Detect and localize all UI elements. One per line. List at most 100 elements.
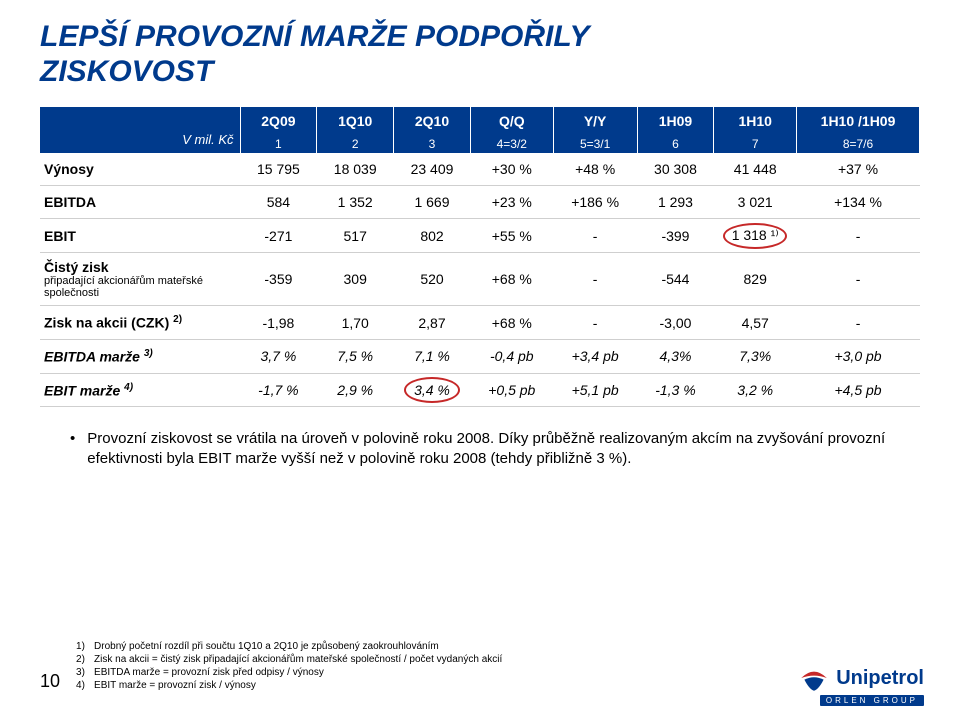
logo-text: Unipetrol <box>836 667 924 690</box>
col-num: 4=3/2 <box>470 135 553 153</box>
cell: 1 293 <box>637 186 714 219</box>
col-num: 8=7/6 <box>797 135 920 153</box>
bullet-dot-icon: • <box>70 429 75 470</box>
cell: 3 021 <box>714 186 797 219</box>
col-num: 6 <box>637 135 714 153</box>
logo: Unipetrol <box>798 662 924 694</box>
cell: -0,4 pb <box>470 339 553 373</box>
bullet-text: Provozní ziskovost se vrátila na úroveň … <box>87 429 890 470</box>
footnote: 2)Zisk na akcii = čistý zisk připadající… <box>76 653 502 666</box>
col-num: 3 <box>394 135 471 153</box>
cell: -1,98 <box>240 306 317 340</box>
table-row: EBITDA 584 1 352 1 669 +23 % +186 % 1 29… <box>40 186 920 219</box>
cell: +68 % <box>470 306 553 340</box>
cell: 7,1 % <box>394 339 471 373</box>
table-row: Výnosy 15 795 18 039 23 409 +30 % +48 % … <box>40 153 920 186</box>
footnote-num: 3) <box>76 666 94 679</box>
cell: 1,70 <box>317 306 394 340</box>
cell: +186 % <box>553 186 637 219</box>
cell: 517 <box>317 219 394 253</box>
col-num: 7 <box>714 135 797 153</box>
col-num: 1 <box>240 135 317 153</box>
cell: - <box>553 219 637 253</box>
col-header-text: 1H10 /1H09 <box>821 113 896 129</box>
col-num: 5=3/1 <box>553 135 637 153</box>
col-header: 2Q09 <box>240 107 317 135</box>
footnote-text: EBITDA marže = provozní zisk před odpisy… <box>94 667 324 678</box>
row-label: EBITDA marže 3) <box>40 339 240 373</box>
bullet-block: • Provozní ziskovost se vrátila na úrove… <box>70 429 890 470</box>
cell: +3,4 pb <box>553 339 637 373</box>
table-row: EBITDA marže 3) 3,7 % 7,5 % 7,1 % -0,4 p… <box>40 339 920 373</box>
row-label: EBIT <box>40 219 240 253</box>
title-line-1: LEPŠÍ PROVOZNÍ MARŽE PODPOŘILY <box>40 20 590 53</box>
cell: -399 <box>637 219 714 253</box>
col-header: 2Q10 <box>394 107 471 135</box>
cell: -359 <box>240 253 317 306</box>
row-label: Čistý zisk připadající akcionářům mateřs… <box>40 253 240 306</box>
cell: +4,5 pb <box>797 373 920 407</box>
cell: -1,7 % <box>240 373 317 407</box>
cell: 18 039 <box>317 153 394 186</box>
cell: 3,2 % <box>714 373 797 407</box>
row-label-main: Zisk na akcii (CZK) <box>44 315 169 331</box>
table-header-row: V mil. Kč 2Q09 1Q10 2Q10 Q/Q Y/Y 1H09 1H… <box>40 107 920 135</box>
cell: +0,5 pb <box>470 373 553 407</box>
cell: 520 <box>394 253 471 306</box>
row-label: Zisk na akcii (CZK) 2) <box>40 306 240 340</box>
cell: +134 % <box>797 186 920 219</box>
cell: 30 308 <box>637 153 714 186</box>
cell: +37 % <box>797 153 920 186</box>
footnote: 1)Drobný početní rozdíl při součtu 1Q10 … <box>76 640 502 653</box>
cell: 4,3% <box>637 339 714 373</box>
footnote: 3)EBITDA marže = provozní zisk před odpi… <box>76 666 502 679</box>
cell: +55 % <box>470 219 553 253</box>
cell: +23 % <box>470 186 553 219</box>
cell-highlighted: 1 318 ¹⁾ <box>714 219 797 253</box>
cell: +3,0 pb <box>797 339 920 373</box>
cell: -544 <box>637 253 714 306</box>
row-label-main: Čistý zisk <box>44 259 109 275</box>
cell: 802 <box>394 219 471 253</box>
cell: +48 % <box>553 153 637 186</box>
logo-eagle-icon <box>798 662 830 694</box>
cell-value: 3,4 % <box>414 382 450 398</box>
corner-cell: V mil. Kč <box>40 107 240 153</box>
footnote: 4)EBIT marže = provozní zisk / výnosy <box>76 679 502 692</box>
cell: 4,57 <box>714 306 797 340</box>
cell: 15 795 <box>240 153 317 186</box>
logo-subtext: ORLEN GROUP <box>820 695 924 706</box>
col-header: 1Q10 <box>317 107 394 135</box>
title-line-2: ZISKOVOST <box>40 55 213 88</box>
cell: 2,87 <box>394 306 471 340</box>
cell: - <box>553 253 637 306</box>
table-row: Čistý zisk připadající akcionářům mateřs… <box>40 253 920 306</box>
cell: 1 669 <box>394 186 471 219</box>
bullet-item: • Provozní ziskovost se vrátila na úrove… <box>70 429 890 470</box>
table-row: EBIT -271 517 802 +55 % - -399 1 318 ¹⁾ … <box>40 219 920 253</box>
row-label-sup: 3) <box>144 348 153 359</box>
col-header: 1H09 <box>637 107 714 135</box>
cell: - <box>797 306 920 340</box>
cell: 309 <box>317 253 394 306</box>
footnotes: 1)Drobný početní rozdíl při součtu 1Q10 … <box>76 640 502 692</box>
cell: -3,00 <box>637 306 714 340</box>
corner-label: V mil. Kč <box>182 132 233 147</box>
cell: - <box>797 219 920 253</box>
slide-title: LEPŠÍ PROVOZNÍ MARŽE PODPOŘILY ZISKOVOST <box>40 20 920 89</box>
cell: 1 352 <box>317 186 394 219</box>
footnote-num: 4) <box>76 679 94 692</box>
cell: +5,1 pb <box>553 373 637 407</box>
cell: -271 <box>240 219 317 253</box>
cell-highlighted: 3,4 % <box>394 373 471 407</box>
cell: 41 448 <box>714 153 797 186</box>
cell: 23 409 <box>394 153 471 186</box>
row-label-sup: 4) <box>124 382 133 393</box>
row-label-sup: 2) <box>173 314 182 325</box>
cell: - <box>797 253 920 306</box>
row-label: EBITDA <box>40 186 240 219</box>
cell: 7,5 % <box>317 339 394 373</box>
col-header: 1H10 /1H09 <box>797 107 920 135</box>
footnote-text: EBIT marže = provozní zisk / výnosy <box>94 680 256 691</box>
footnote-num: 2) <box>76 653 94 666</box>
